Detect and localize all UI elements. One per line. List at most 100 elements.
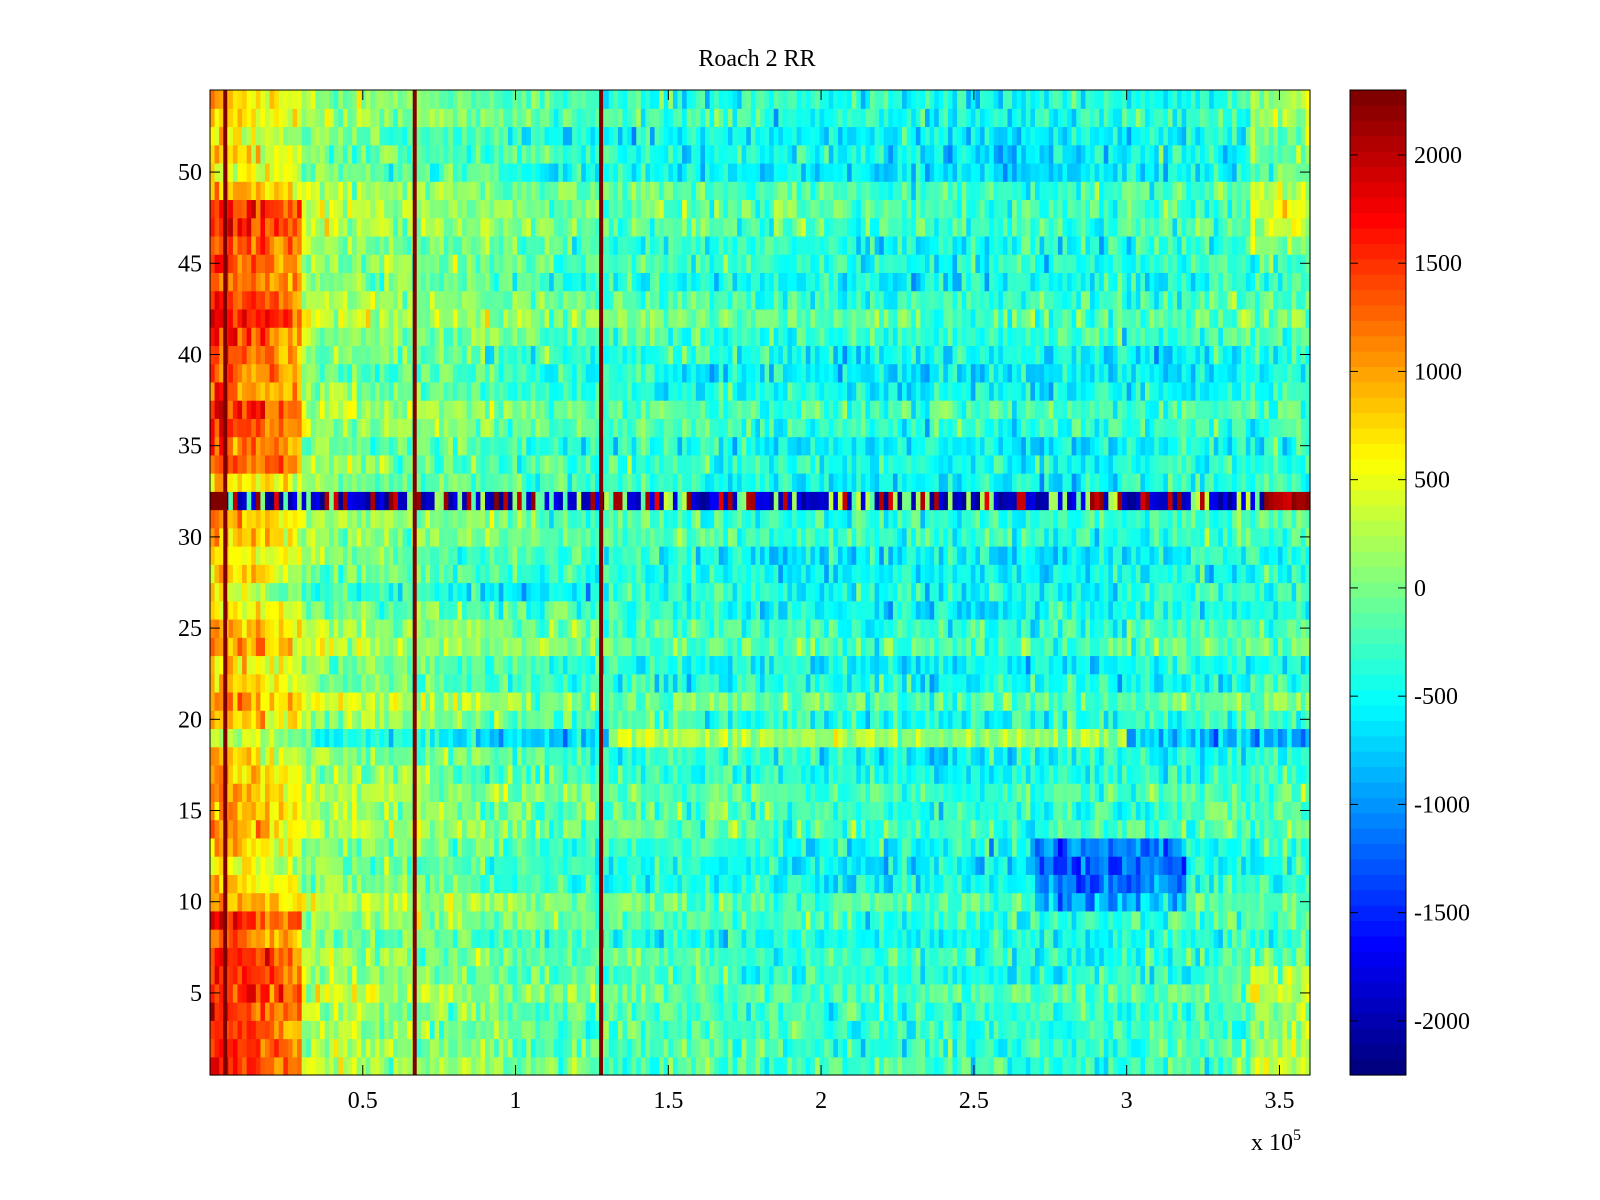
heatmap-cell — [961, 819, 967, 839]
heatmap-cell — [301, 710, 307, 730]
heatmap-cell — [521, 929, 527, 948]
heatmap-cell — [631, 764, 637, 784]
heatmap-cell — [576, 910, 582, 930]
heatmap-cell — [947, 947, 954, 967]
heatmap-cell — [526, 1056, 532, 1076]
heatmap-cell — [1172, 1056, 1178, 1076]
heatmap-cell — [352, 783, 358, 802]
heatmap-cell — [1209, 710, 1215, 730]
heatmap-cell — [347, 874, 353, 894]
heatmap-cell — [567, 947, 573, 967]
heatmap-cell — [1259, 783, 1265, 802]
heatmap-cell — [796, 710, 802, 730]
heatmap-cell — [494, 910, 500, 930]
heatmap-cell — [443, 910, 449, 930]
heatmap-cell — [1039, 837, 1045, 857]
heatmap-cell — [214, 965, 220, 985]
heatmap-cell — [480, 874, 486, 894]
heatmap-cell — [1277, 819, 1284, 839]
heatmap-cell — [650, 801, 656, 821]
heatmap-cell — [792, 874, 798, 894]
heatmap-cell — [1204, 801, 1210, 821]
heatmap-cell — [640, 1002, 647, 1021]
heatmap-cell — [1012, 1002, 1018, 1021]
heatmap-cell — [1039, 1056, 1045, 1076]
heatmap-cell — [1112, 892, 1119, 912]
heatmap-cell — [870, 710, 876, 730]
heatmap-cell — [329, 764, 335, 784]
heatmap-cell — [613, 1038, 619, 1058]
heatmap-cell — [562, 965, 569, 985]
heatmap-cell — [989, 983, 995, 1003]
heatmap-cell — [773, 837, 779, 857]
heatmap-cell — [1154, 801, 1160, 821]
heatmap-cell — [801, 1056, 807, 1076]
heatmap-cell — [494, 801, 500, 821]
heatmap-cell — [558, 691, 564, 711]
heatmap-cell — [324, 1056, 330, 1076]
heatmap-cell — [737, 783, 743, 802]
heatmap-cell — [301, 983, 307, 1003]
heatmap-cell — [420, 1002, 427, 1021]
heatmap-cell — [860, 783, 867, 802]
heatmap-cell — [507, 710, 514, 730]
heatmap-cell — [1085, 710, 1091, 730]
heatmap-cell — [860, 892, 867, 912]
heatmap-cell — [443, 1056, 449, 1076]
heatmap-cell — [306, 728, 312, 748]
heatmap-cell — [796, 728, 802, 748]
heatmap-cell — [379, 1002, 385, 1021]
heatmap-cell — [824, 1056, 830, 1076]
heatmap-cell — [1062, 819, 1068, 839]
heatmap-cell — [485, 710, 491, 730]
heatmap-cell — [764, 856, 770, 875]
heatmap-cell — [847, 1038, 853, 1058]
heatmap-cell — [420, 892, 427, 912]
heatmap-cell — [457, 910, 463, 930]
heatmap-cell — [998, 965, 1004, 985]
heatmap-cell — [562, 1002, 569, 1021]
heatmap-cell — [801, 801, 807, 821]
heatmap-cell — [1282, 892, 1288, 912]
heatmap-cell — [1232, 764, 1238, 784]
heatmap-cell — [1007, 856, 1013, 875]
heatmap-cell — [856, 819, 862, 839]
heatmap-cell — [989, 746, 995, 766]
heatmap-cell — [650, 783, 656, 802]
heatmap-cell — [792, 746, 798, 766]
heatmap-cell — [1273, 710, 1279, 730]
heatmap-cell — [443, 856, 449, 875]
heatmap-cell — [760, 947, 766, 967]
heatmap-cell — [494, 1002, 500, 1021]
heatmap-cell — [1039, 728, 1045, 748]
heatmap-cell — [210, 783, 216, 802]
heatmap-cell — [448, 819, 454, 839]
heatmap-cell — [1108, 728, 1114, 748]
heatmap-cell — [315, 819, 321, 839]
heatmap-cell — [558, 710, 564, 730]
heatmap-cell — [251, 929, 257, 948]
heatmap-cell — [966, 983, 972, 1003]
heatmap-cell — [1035, 910, 1041, 930]
heatmap-cell — [980, 1020, 986, 1040]
heatmap-cell — [1122, 965, 1128, 985]
heatmap-cell — [1287, 947, 1293, 967]
heatmap-cell — [1053, 965, 1059, 985]
heatmap-cell — [1232, 801, 1238, 821]
heatmap-cell — [604, 1056, 610, 1076]
heatmap-cell — [1218, 1056, 1224, 1076]
heatmap-cell — [1007, 801, 1013, 821]
heatmap-cell — [617, 947, 624, 967]
heatmap-cell — [627, 856, 633, 875]
heatmap-cell — [769, 783, 775, 802]
heatmap-cell — [521, 691, 527, 711]
heatmap-cell — [741, 746, 747, 766]
heatmap-cell — [507, 947, 514, 967]
heatmap-cell — [228, 929, 234, 948]
heatmap-cell — [370, 929, 376, 948]
heatmap-cell — [1126, 764, 1132, 784]
heatmap-cell — [549, 929, 555, 948]
heatmap-cell — [1002, 819, 1009, 839]
heatmap-cell — [640, 837, 647, 857]
heatmap-cell — [1025, 892, 1032, 912]
